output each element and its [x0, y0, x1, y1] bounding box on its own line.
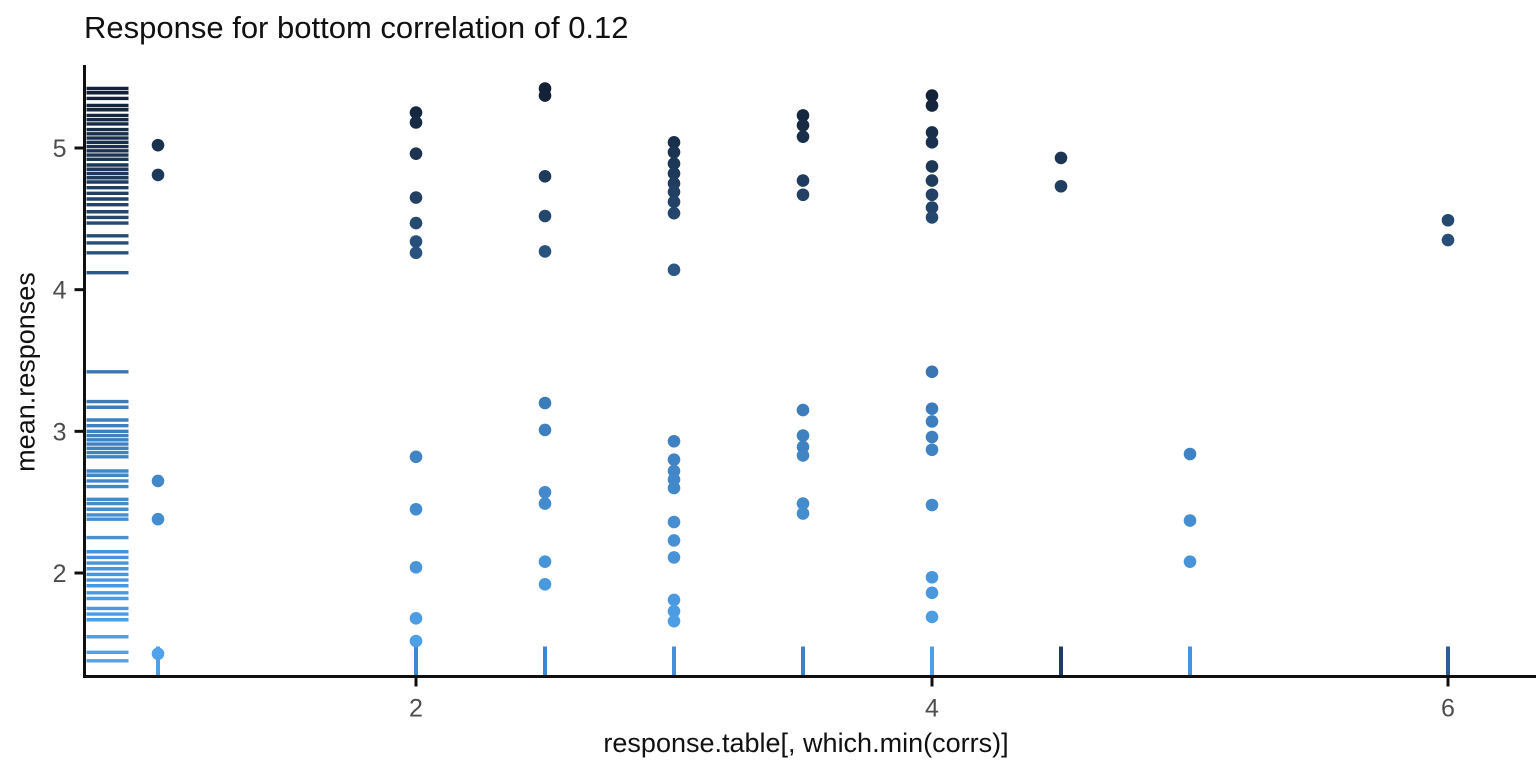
data-point	[925, 201, 939, 214]
data-point	[1441, 213, 1455, 227]
y-axis-tick-label: 3	[53, 418, 67, 446]
data-point	[667, 515, 681, 529]
data-point	[925, 443, 939, 457]
data-point	[409, 216, 423, 230]
data-point	[538, 423, 552, 437]
data-point	[1441, 233, 1455, 247]
data-point	[538, 485, 552, 499]
data-point	[925, 586, 939, 600]
data-point	[667, 263, 681, 277]
data-point	[667, 195, 681, 209]
data-point	[925, 570, 939, 584]
data-point	[796, 449, 810, 462]
data-point	[796, 119, 810, 132]
data-point	[667, 551, 681, 564]
data-point	[538, 578, 552, 591]
data-point	[667, 167, 681, 180]
data-point	[1054, 179, 1068, 193]
data-point	[409, 634, 423, 648]
data-point	[538, 209, 552, 223]
data-point	[925, 89, 939, 102]
data-point	[796, 188, 810, 202]
data-point	[667, 614, 681, 628]
data-point	[667, 604, 681, 618]
data-point	[667, 453, 681, 466]
data-point	[409, 106, 423, 119]
y-axis-tick-label: 5	[53, 135, 67, 163]
data-point	[409, 612, 423, 625]
data-point	[925, 498, 939, 512]
data-point	[925, 415, 939, 428]
data-point	[151, 474, 165, 488]
data-point	[667, 481, 681, 495]
data-point	[667, 534, 681, 547]
data-point	[538, 396, 552, 410]
x-axis-tick-label: 6	[1441, 695, 1455, 723]
data-point	[667, 145, 681, 159]
x-axis-label: response.table[, which.min(corrs)]	[603, 728, 1009, 758]
data-point	[796, 403, 810, 417]
data-point	[667, 206, 681, 220]
data-point	[925, 136, 939, 149]
data-point	[409, 561, 423, 574]
data-point	[151, 138, 165, 152]
data-point	[538, 170, 552, 183]
data-point	[796, 130, 810, 143]
data-point	[1183, 447, 1197, 461]
y-axis-tick-label: 4	[53, 277, 67, 305]
data-point	[796, 497, 810, 510]
data-point	[151, 647, 165, 661]
data-point	[925, 174, 939, 187]
data-point	[925, 610, 939, 624]
data-point	[1183, 555, 1197, 568]
data-point	[667, 136, 681, 149]
data-point	[538, 245, 552, 258]
data-point	[667, 185, 681, 199]
data-point	[538, 555, 552, 568]
data-point	[667, 593, 681, 607]
data-point	[409, 502, 423, 516]
data-point	[925, 211, 939, 224]
data-point	[409, 246, 423, 260]
data-point	[667, 157, 681, 170]
data-point	[1054, 151, 1068, 165]
data-point	[925, 188, 939, 202]
y-axis-tick-label: 2	[53, 560, 67, 588]
x-axis-tick-label: 4	[925, 695, 939, 723]
data-point	[538, 89, 552, 102]
data-point	[925, 160, 939, 173]
data-point	[409, 450, 423, 464]
data-point	[538, 497, 552, 510]
x-axis-tick-label: 2	[409, 695, 423, 723]
data-point	[796, 109, 810, 122]
data-point	[409, 116, 423, 129]
data-point	[409, 235, 423, 248]
data-point	[925, 99, 939, 112]
data-point	[151, 512, 165, 526]
data-point	[796, 507, 810, 520]
data-point	[796, 174, 810, 187]
data-point	[1183, 514, 1197, 527]
data-point	[925, 126, 939, 139]
data-point	[925, 402, 939, 415]
data-point	[409, 147, 423, 160]
data-point	[409, 191, 423, 204]
data-point	[925, 430, 939, 444]
data-point	[151, 168, 165, 182]
data-point	[925, 365, 939, 379]
data-point	[667, 434, 681, 448]
chart-title: Response for bottom correlation of 0.12	[84, 10, 629, 45]
data-point	[796, 429, 810, 442]
